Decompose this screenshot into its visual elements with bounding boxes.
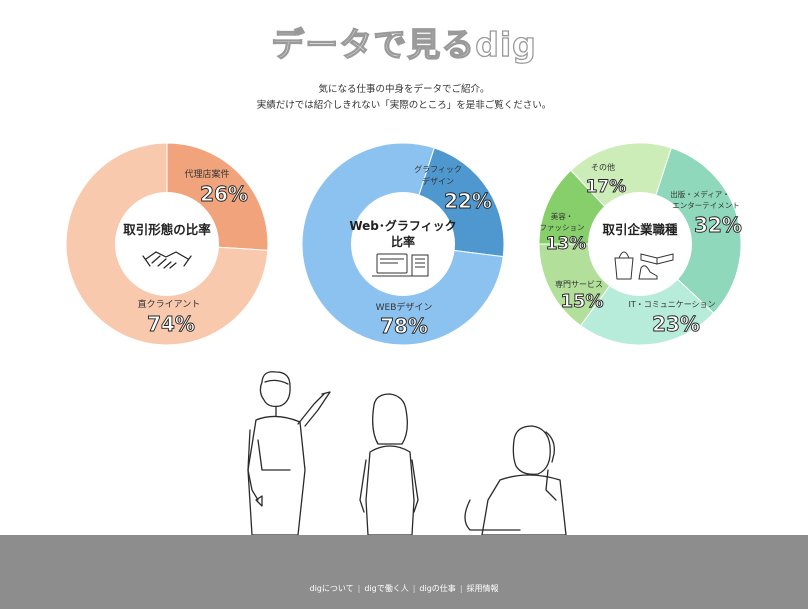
slice-label: 直クライアント (138, 298, 201, 310)
pointing-man-figure (247, 371, 331, 536)
page-title: データで見るdig (271, 24, 537, 64)
footer-separator: | (412, 584, 416, 593)
slice-value: 23% (652, 312, 700, 336)
slice-label: エンターテイメント (672, 201, 740, 210)
slice-label: IT・コミュニケーション (628, 300, 715, 309)
footer-link-recruit[interactable]: 採用情報 (466, 584, 499, 593)
slice-value: 74% (147, 312, 195, 336)
slice-value: 17% (586, 177, 627, 197)
slice-value: 15% (560, 291, 603, 312)
computer-and-print-icon (372, 253, 429, 277)
footer-nav: digについて | digで働く人 | digの仕事 | 採用情報 (0, 583, 808, 594)
sitting-woman-figure (464, 425, 567, 536)
chart-web-graphic: Web･グラフィック 比率 グラフィック デザイン 22% WEBデザイン 78… (301, 142, 505, 346)
slice-label: ファッション (540, 223, 585, 232)
lead-text-1: 気になる仕事の中身をデータでご紹介。 (318, 84, 490, 95)
slice-value: 13% (546, 234, 587, 254)
slice-label: 専門サービス (555, 279, 603, 289)
chart-center-label: 取引形態の比率 (123, 222, 211, 237)
chart-deal-type: 取引形態の比率 代理店案件 26% 直クライアント 74% (65, 142, 269, 346)
footer-link-about[interactable]: digについて (309, 584, 354, 593)
slice-label: デザイン (422, 176, 454, 186)
slice-label: 出版・メディア・ (670, 189, 729, 199)
slice-label: 美容・ (551, 211, 574, 221)
handshake-icon (142, 251, 192, 269)
slice-label: 代理店案件 (184, 168, 229, 180)
woman-back-figure (359, 393, 419, 536)
slice-value: 22% (444, 189, 492, 213)
footer-separator: | (357, 584, 361, 593)
footer-link-works[interactable]: digの仕事 (419, 584, 456, 593)
chart-center-label: Web･グラフィック (349, 218, 456, 233)
pie-slice (639, 147, 742, 314)
donut-hole (115, 192, 219, 296)
slice-label: グラフィック (414, 164, 462, 174)
slice-label: WEBデザイン (376, 301, 433, 313)
chart-center-label-line2: 比率 (391, 234, 415, 249)
slice-value: 26% (200, 182, 248, 206)
footer-link-people[interactable]: digで働く人 (364, 584, 409, 593)
slice-value: 32% (694, 213, 742, 237)
chart-center-label: 取引企業職種 (602, 222, 678, 237)
chart-client-industry: 取引企業職種 出版・メディア・ エンターテイメント 32% IT・コミュニケーシ… (538, 142, 742, 346)
bag-shoe-book-icon (614, 251, 674, 280)
lead-text-2: 実績だけでは紹介しきれない「実際のところ」を是非ご覧ください。 (256, 100, 552, 111)
slice-value: 78% (380, 314, 428, 338)
donut-hole (588, 192, 692, 296)
footer-separator: | (459, 584, 463, 593)
slice-label: その他 (591, 162, 615, 172)
footer: digについて | digで働く人 | digの仕事 | 採用情報 (0, 535, 808, 609)
